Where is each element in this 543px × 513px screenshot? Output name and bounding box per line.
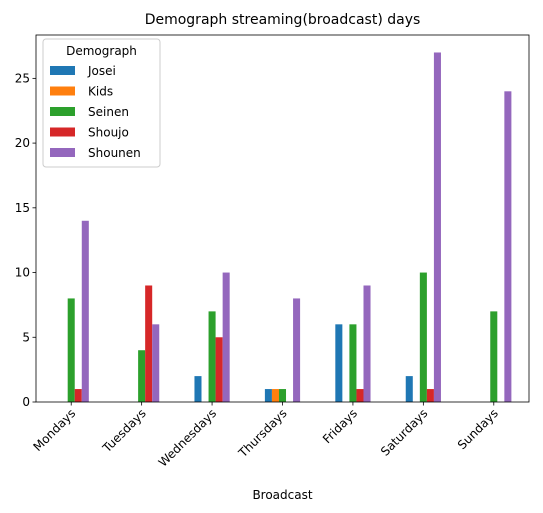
legend-title: Demograph <box>66 44 137 58</box>
bar-shounen-fridays <box>363 285 371 402</box>
bar-shoujo-mondays <box>74 389 82 402</box>
x-tick-label: Thursdays <box>235 406 289 460</box>
bar-shounen-wednesdays <box>222 272 230 402</box>
x-axis-label: Broadcast <box>252 488 312 502</box>
bar-shounen-thursdays <box>293 298 301 402</box>
bar-seinen-mondays <box>67 298 75 402</box>
bar-shoujo-tuesdays <box>145 285 153 402</box>
y-tick-label: 25 <box>15 71 30 85</box>
bar-seinen-sundays <box>490 311 498 402</box>
x-axis: Mondays Tuesdays Wednesdays Thursdays Friday… <box>31 402 501 470</box>
y-tick-label: 20 <box>15 136 30 150</box>
legend-swatch-kids <box>50 86 75 96</box>
legend-label-shoujo: Shoujo <box>88 126 129 140</box>
bar-seinen-tuesdays <box>138 350 146 402</box>
bar-shounen-sundays <box>504 91 512 402</box>
bar-shoujo-saturdays <box>426 389 434 402</box>
legend-swatch-josei <box>50 66 75 75</box>
bar-shoujo-fridays <box>356 389 364 402</box>
bar-seinen-fridays <box>349 324 357 402</box>
bar-shoujo-wednesdays <box>215 337 223 402</box>
legend-label-seinen: Seinen <box>88 105 129 119</box>
bar-seinen-wednesdays <box>208 311 216 402</box>
legend-swatch-shounen <box>50 148 75 157</box>
legend-label-shounen: Shounen <box>88 146 141 160</box>
y-tick-label: 15 <box>15 201 30 215</box>
legend: Demograph Josei Kids Seinen Shoujo Shounen <box>42 38 161 168</box>
x-tick-label: Mondays <box>31 406 79 454</box>
x-tick-label: Tuesdays <box>99 406 149 456</box>
x-tick-label: Saturdays <box>378 406 431 459</box>
y-tick-label: 5 <box>22 330 30 344</box>
x-tick-label: Sundays <box>455 406 501 452</box>
bar-josei-thursdays <box>264 389 272 402</box>
legend-label-kids: Kids <box>88 85 113 99</box>
legend-swatch-shoujo <box>50 127 75 137</box>
legend-label-josei: Josei <box>87 64 116 78</box>
x-tick-label: Wednesdays <box>156 406 219 469</box>
bars-layer <box>67 52 512 402</box>
y-tick-label: 10 <box>15 266 30 280</box>
bar-seinen-thursdays <box>278 389 287 402</box>
bar-kids-thursdays <box>271 389 279 402</box>
y-axis: 0 5 10 15 20 25 <box>15 71 36 409</box>
bar-josei-saturdays <box>405 376 413 402</box>
bar-seinen-saturdays <box>419 272 427 402</box>
bar-shounen-mondays <box>81 220 89 402</box>
chart-title: Demograph streaming(broadcast) days <box>145 12 421 28</box>
y-tick-label: 0 <box>22 395 30 409</box>
bar-josei-fridays <box>335 324 343 402</box>
x-tick-label: Fridays <box>320 406 360 446</box>
bar-shounen-tuesdays <box>152 324 160 402</box>
plot-frame <box>35 34 530 403</box>
bar-shounen-saturdays <box>433 52 441 402</box>
legend-swatch-seinen <box>50 107 75 116</box>
bar-josei-wednesdays <box>194 376 202 402</box>
